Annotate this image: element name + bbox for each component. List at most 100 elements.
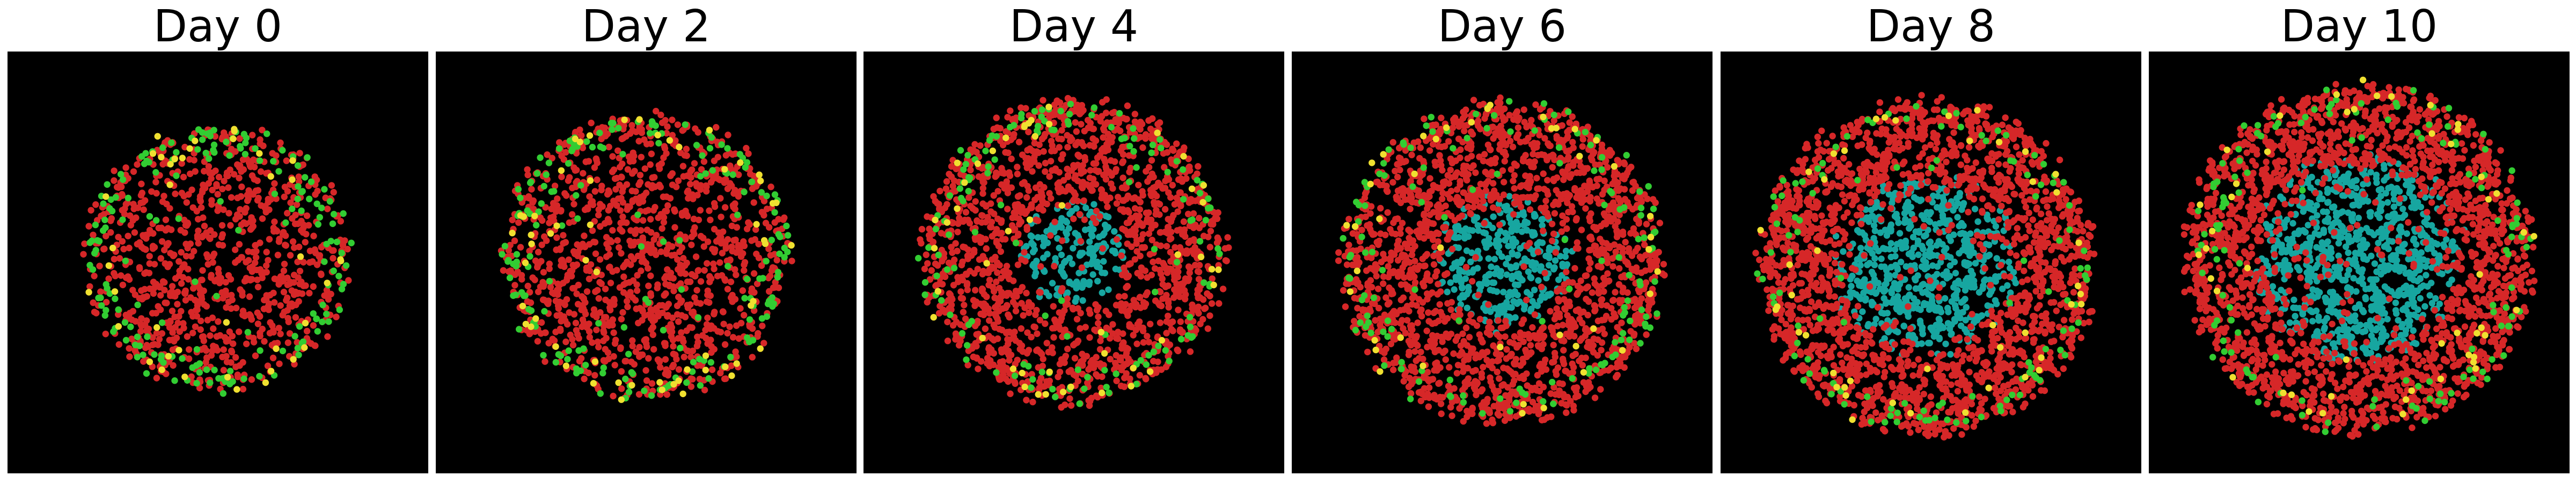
green-cell-point <box>279 147 286 154</box>
red-cell-point <box>706 207 713 214</box>
red-cell-point <box>602 133 609 140</box>
green-cell-point <box>325 318 332 325</box>
red-cell-point <box>1011 328 1018 335</box>
red-cell-point <box>207 235 214 242</box>
red-cell-point <box>311 173 318 180</box>
red-cell-point <box>263 262 270 269</box>
cyan-cell-point <box>1489 224 1496 231</box>
red-cell-point <box>211 133 219 140</box>
yellow-cell-point <box>932 216 939 224</box>
green-cell-point <box>210 141 218 149</box>
green-cell-point <box>102 224 109 231</box>
red-cell-point <box>1447 166 1454 173</box>
red-cell-point <box>719 250 726 257</box>
red-cell-point <box>145 325 152 333</box>
red-cell-point <box>197 317 204 325</box>
red-cell-point <box>1031 140 1038 147</box>
red-cell-point <box>1058 314 1065 321</box>
red-cell-point <box>973 354 980 361</box>
red-cell-point <box>576 126 583 133</box>
red-cell-point <box>627 261 634 268</box>
cyan-cell-point <box>1455 244 1462 251</box>
red-cell-point <box>1204 290 1211 297</box>
green-cell-point <box>1038 369 1046 376</box>
red-cell-point <box>140 358 147 365</box>
green-cell-point <box>608 120 615 127</box>
green-cell-point <box>741 295 748 302</box>
red-cell-point <box>90 299 97 306</box>
red-cell-point <box>260 142 267 149</box>
green-cell-point <box>279 347 287 355</box>
panel-title-day-0: Day 0 <box>153 1 283 52</box>
red-cell-point <box>205 180 212 187</box>
red-cell-point <box>1183 175 1190 182</box>
cyan-cell-point <box>1514 281 1522 288</box>
green-cell-point <box>319 318 326 325</box>
red-cell-point <box>133 214 140 221</box>
red-cell-point <box>938 230 945 237</box>
red-cell-point <box>330 255 336 262</box>
red-cell-point <box>275 238 283 245</box>
red-cell-point <box>541 233 548 240</box>
cyan-cell-point <box>1527 274 1535 282</box>
red-cell-point <box>997 125 1004 132</box>
red-cell-point <box>1031 324 1038 331</box>
red-cell-point <box>918 225 926 233</box>
red-cell-point <box>1043 340 1050 347</box>
red-cell-point <box>930 193 937 200</box>
cyan-cell-point <box>1490 287 1497 294</box>
red-cell-point <box>542 329 549 336</box>
green-cell-point <box>776 250 783 258</box>
red-cell-point <box>1389 179 1396 186</box>
red-cell-point <box>236 174 243 181</box>
red-cell-point <box>1162 363 1170 370</box>
yellow-cell-point <box>1046 368 1053 376</box>
red-cell-point <box>541 358 548 365</box>
green-cell-point <box>107 196 114 203</box>
green-cell-point <box>223 138 230 145</box>
red-cell-point <box>708 366 716 374</box>
red-cell-point <box>994 215 1001 222</box>
red-cell-point <box>1029 398 1036 406</box>
green-cell-point <box>580 345 587 352</box>
red-cell-point <box>649 318 656 325</box>
red-cell-point <box>239 385 247 393</box>
red-cell-point <box>985 344 993 351</box>
red-cell-point <box>948 173 955 180</box>
red-cell-point <box>686 324 693 331</box>
red-cell-point <box>616 284 624 291</box>
red-cell-point <box>618 385 625 392</box>
yellow-cell-point <box>1042 391 1049 398</box>
yellow-cell-point <box>186 145 193 152</box>
green-cell-point <box>1057 107 1064 115</box>
red-cell-point <box>1154 366 1161 373</box>
red-cell-point <box>1034 330 1041 338</box>
red-cell-point <box>649 182 656 189</box>
yellow-cell-point <box>1101 350 1108 357</box>
yellow-cell-point <box>618 396 625 403</box>
red-cell-point <box>209 169 216 177</box>
red-cell-point <box>979 288 986 295</box>
red-cell-point <box>1126 323 1133 330</box>
red-cell-point <box>1108 180 1115 187</box>
red-cell-point <box>1006 357 1013 364</box>
red-cell-point <box>1148 237 1155 244</box>
green-cell-point <box>649 119 656 127</box>
cyan-cell-point <box>1535 277 1542 284</box>
red-cell-point <box>1069 136 1075 143</box>
red-cell-point <box>955 279 962 286</box>
cyan-cell-point <box>1498 253 1505 260</box>
green-cell-point <box>1177 335 1185 343</box>
yellow-cell-point <box>954 159 961 166</box>
red-cell-point <box>1113 166 1119 173</box>
red-cell-point <box>140 206 147 213</box>
red-cell-point <box>719 238 726 245</box>
cyan-cell-point <box>1454 223 1462 230</box>
cyan-cell-point <box>1034 234 1042 241</box>
red-cell-point <box>1090 126 1097 133</box>
red-cell-point <box>1035 162 1042 169</box>
green-cell-point <box>160 359 167 366</box>
red-cell-point <box>1107 356 1114 363</box>
cyan-cell-point <box>1493 265 1500 272</box>
red-cell-point <box>614 237 621 244</box>
